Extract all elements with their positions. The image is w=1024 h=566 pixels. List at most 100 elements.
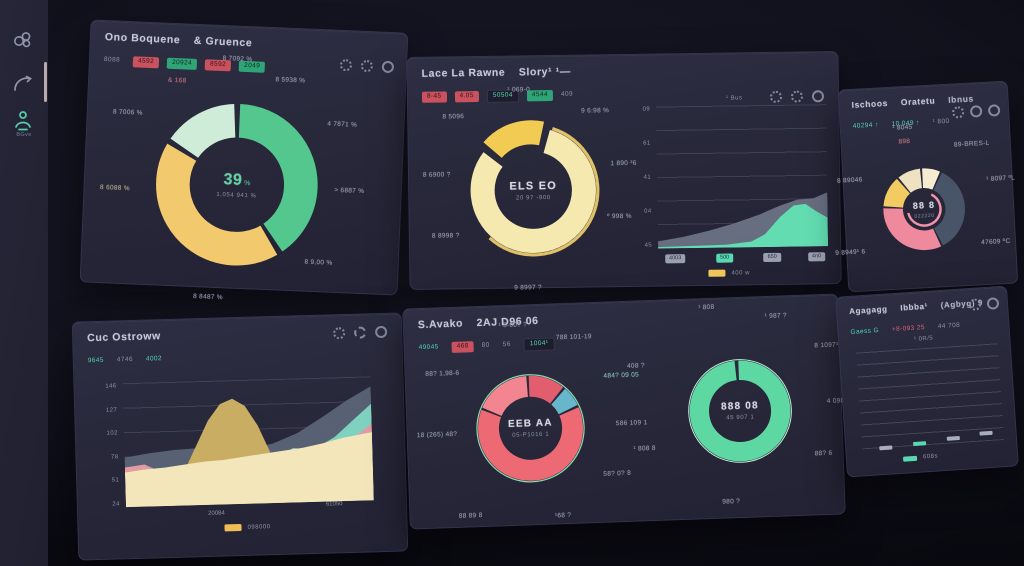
donut-label: 8 5938 % bbox=[275, 76, 306, 85]
donut-chart-wrap: 39% 1,054 941 % 8 7092 % 8 5938 % 4 7871 %… bbox=[100, 55, 365, 301]
gear-icon[interactable] bbox=[951, 106, 965, 119]
undo-arrow-icon[interactable] bbox=[10, 70, 36, 96]
chart-legend: 400 w bbox=[708, 269, 750, 277]
donut-chart-wrap: 88 8 022220 ¹ 8045 898 89-BRES-L ¹ 8097 ºL 4… bbox=[835, 124, 1015, 261]
title-part: Agagagg bbox=[848, 304, 888, 316]
status-badge: 2049 bbox=[238, 60, 266, 73]
donut-ring bbox=[467, 124, 600, 257]
distribution-donut-chart[interactable] bbox=[873, 158, 976, 261]
panel-action-icons bbox=[339, 58, 395, 74]
panel-overview-area: Cuc Ostroww 9645 4746 4002 146 127 102 78 51 24… bbox=[71, 312, 409, 561]
gear-icon[interactable] bbox=[332, 327, 346, 340]
donut-slice-mint[interactable] bbox=[689, 360, 791, 462]
status-badge: 1004¹ bbox=[523, 337, 555, 351]
donut-label: 898 bbox=[898, 138, 911, 146]
legend-label: 098000 bbox=[247, 523, 271, 531]
donut-label: 88? 1,98-6 bbox=[425, 370, 460, 379]
donut-label: ¹ 808 8 bbox=[633, 445, 656, 454]
panel-distribution-donut: Ischoos Oratetu Ibnus 40294 ↑ 10.049 ↑ ¹ 8… bbox=[835, 80, 1019, 293]
donut-label: 484? 09 05 bbox=[603, 371, 640, 380]
ring-icon[interactable] bbox=[969, 105, 983, 118]
donut-label: 8 8487 % bbox=[192, 292, 224, 302]
ring-icon[interactable] bbox=[381, 60, 395, 74]
donut-label: 9 8997 ? bbox=[514, 283, 542, 292]
panel-segments-donut: Ono Boquene & Gruence 8088 4592 20924 8592 2… bbox=[79, 19, 409, 301]
donut-outline bbox=[688, 359, 792, 463]
panel-list-rows: Agagagg Ibbba¹ (Agbyg) 9 Gaess G +8-093 2… bbox=[835, 285, 1019, 478]
donut-slice-pink[interactable] bbox=[883, 168, 966, 251]
gear-icon[interactable] bbox=[790, 90, 804, 103]
status-badge: 4002 bbox=[145, 355, 163, 363]
y-axis-tick-label: 04 bbox=[644, 208, 652, 215]
x-axis-tick bbox=[946, 435, 961, 441]
gear-icon[interactable] bbox=[968, 298, 982, 312]
panel-action-icons bbox=[769, 90, 825, 103]
x-axis-tick bbox=[879, 445, 893, 451]
status-badge: 4746 bbox=[116, 355, 134, 364]
ring-icon[interactable] bbox=[374, 325, 388, 339]
donut-label: ¹ 8097 ºL bbox=[985, 174, 1016, 183]
donut-slice-coral[interactable] bbox=[475, 373, 586, 484]
status-badge: 4.05 bbox=[454, 91, 479, 102]
panel-title: Lace La Rawne Slory¹ ¹— bbox=[422, 62, 826, 80]
status-badge: 49045 bbox=[418, 343, 439, 352]
segments-donut-chart[interactable] bbox=[137, 85, 337, 285]
ring-icon[interactable] bbox=[811, 90, 825, 103]
panel-header: Agagagg Ibbba¹ (Agbyg) 9 Gaess G +8-093 2… bbox=[836, 287, 1008, 340]
chart-note: ¹ 0R/5 bbox=[913, 335, 934, 343]
title-part: Slory¹ ¹— bbox=[518, 65, 571, 79]
x-axis-ticks: 4003 500 650 4n0 bbox=[658, 252, 828, 263]
chart-legend: 098000 bbox=[224, 523, 271, 532]
chart-note: ¹ Bus bbox=[725, 95, 743, 102]
chart-legend: 608s bbox=[902, 453, 939, 462]
legend-label: 400 w bbox=[731, 269, 750, 277]
x-axis-tick bbox=[913, 441, 927, 447]
donut-slice-green[interactable] bbox=[156, 103, 318, 266]
area-series-cream bbox=[124, 432, 374, 508]
title-part: Ono Boquene bbox=[104, 31, 181, 47]
panel-header: Lace La Rawne Slory¹ ¹— 8-45 4.05 50504 454… bbox=[407, 52, 838, 103]
title-part: Ischoos bbox=[851, 97, 889, 110]
sidebar: BGve bbox=[0, 0, 48, 566]
donut-label: 8 7006 % bbox=[112, 108, 143, 117]
sidebar-item-label: BGve bbox=[16, 132, 32, 138]
overview-area-chart[interactable] bbox=[122, 376, 374, 508]
ring-icon[interactable] bbox=[986, 297, 1000, 310]
cluster-icon[interactable] bbox=[10, 28, 36, 54]
status-badge: 4592 bbox=[132, 56, 160, 68]
donut-slice-yellow[interactable] bbox=[883, 168, 966, 251]
donut-label: & 168 bbox=[167, 76, 187, 85]
scrollbar[interactable] bbox=[44, 62, 47, 102]
y-axis-tick-label: 127 bbox=[105, 407, 118, 414]
status-badge: 9645 bbox=[87, 356, 104, 365]
errors-donut-chart[interactable] bbox=[465, 363, 595, 493]
y-axis-labels: 09 61 41 04 45 bbox=[624, 107, 652, 249]
ring-icon[interactable] bbox=[987, 104, 1001, 117]
donut-label: 980 ? bbox=[722, 498, 741, 506]
legend-label: 608s bbox=[922, 453, 939, 461]
donut-label: 8 6900 ? bbox=[422, 171, 451, 179]
gear-icon[interactable] bbox=[360, 59, 374, 73]
donut-label: 8 1097¹ bbox=[814, 341, 839, 350]
allocation-donut-chart[interactable] bbox=[456, 113, 610, 267]
donut-label: 586 109 1 bbox=[615, 418, 648, 427]
gear-icon[interactable] bbox=[769, 90, 783, 103]
title-part: 2AJ D96 06 bbox=[476, 314, 539, 330]
y-axis-tick-label: 102 bbox=[106, 430, 118, 437]
status-badge: 4544 bbox=[526, 89, 554, 101]
trend-area-chart[interactable] bbox=[656, 104, 829, 249]
person-icon[interactable]: BGve bbox=[10, 108, 36, 138]
flower-icon[interactable] bbox=[353, 326, 367, 339]
health-donut-chart[interactable] bbox=[677, 348, 803, 474]
donut-slice-slate[interactable] bbox=[883, 168, 966, 251]
x-axis-label: 61050 bbox=[325, 501, 343, 508]
x-axis-tick: 4n0 bbox=[807, 252, 826, 261]
area-series-mint bbox=[658, 203, 829, 249]
donut-chart-wrap: 888 08 45 907 1 ¹ 808 ¹ 987 ? 8 1097¹ 4 098… bbox=[627, 304, 851, 506]
status-badge: 50504 bbox=[486, 89, 520, 103]
donut-label: 88? 6 bbox=[814, 449, 833, 458]
x-axis-label: 20084 bbox=[208, 510, 225, 517]
status-badge: 56 bbox=[502, 340, 511, 349]
gear-icon[interactable] bbox=[339, 58, 353, 72]
